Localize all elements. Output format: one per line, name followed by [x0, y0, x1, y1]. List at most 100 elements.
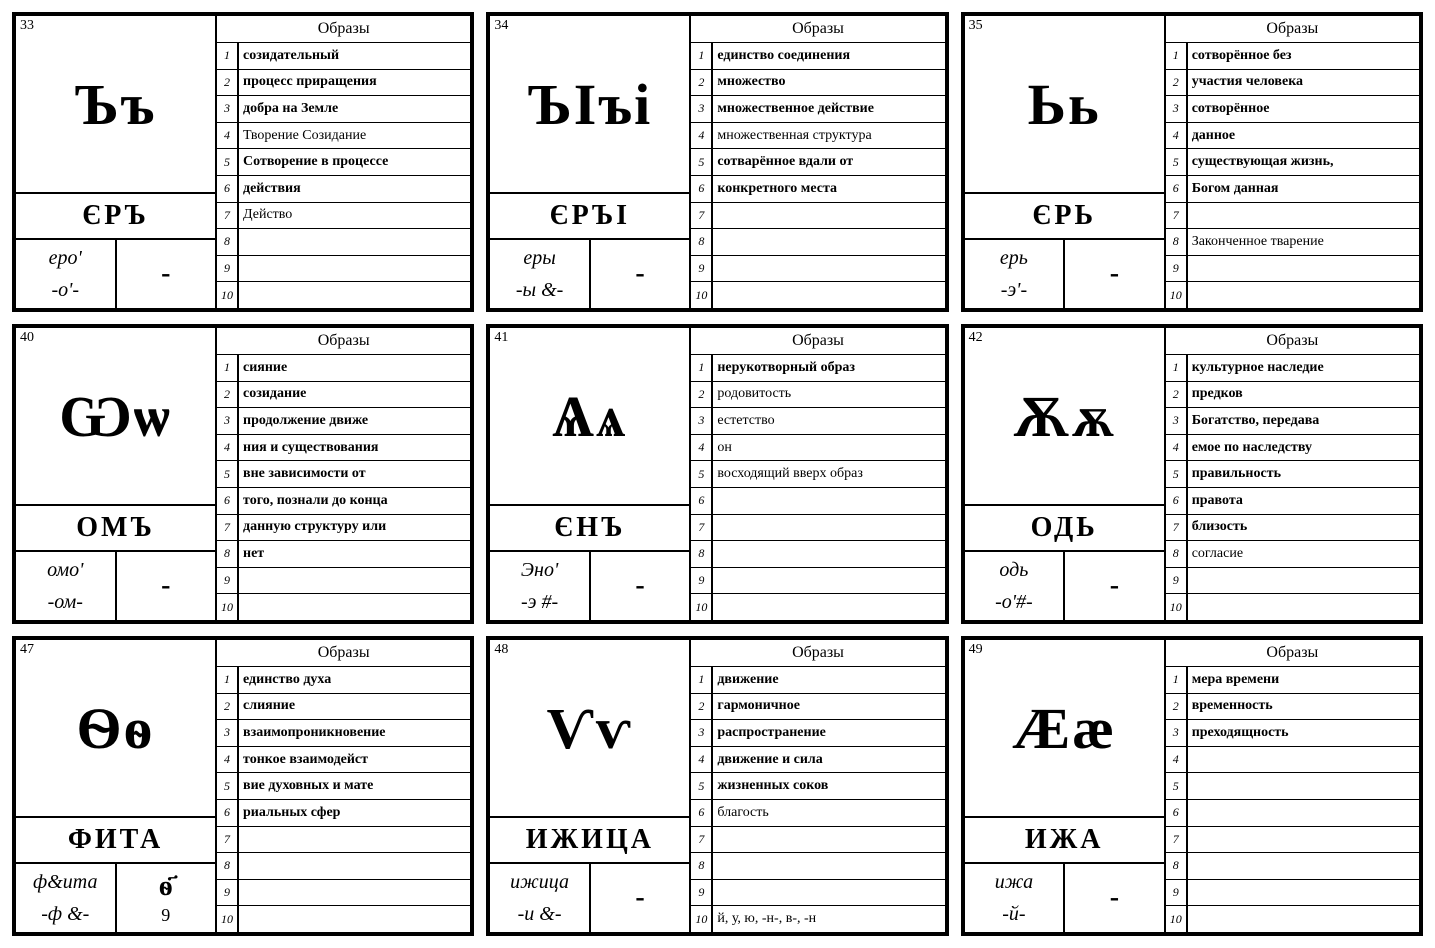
meaning-number: 7	[217, 827, 239, 853]
meaning-number: 4	[691, 747, 713, 773]
meanings-list: 1нерукотворный образ2родовитость3естетст…	[691, 355, 944, 620]
meaning-row: 3продолжение движе	[217, 408, 470, 435]
meaning-row: 10	[217, 282, 470, 308]
card-number: 47	[20, 642, 34, 658]
transliteration-1: ижица	[510, 871, 569, 894]
letter-card: 47ѲѳФИТАф&ита-ф &-ѳ҃9Образы1единство дух…	[12, 636, 474, 936]
meaning-row: 1созидательный	[217, 43, 470, 70]
numeral-value: -	[1110, 258, 1119, 290]
meaning-number: 9	[217, 880, 239, 906]
meaning-text: он	[713, 435, 944, 461]
meanings-list: 1движение2гармоничное3распространение4дв…	[691, 667, 944, 932]
meaning-number: 8	[217, 229, 239, 255]
meaning-row: 6Богом данная	[1166, 176, 1419, 203]
letter-glyph: Ѡѡ	[59, 383, 171, 450]
letter-name: ЄРЪ	[82, 200, 149, 232]
meaning-text: сотварённое вдали от	[713, 149, 944, 175]
meanings-list: 1сотворённое без2участия человека3сотвор…	[1166, 43, 1419, 308]
meaning-number: 9	[217, 568, 239, 594]
meaning-row: 10	[1166, 282, 1419, 308]
numeral-column: ѳ҃9	[117, 864, 216, 932]
numeral-value: -	[1110, 882, 1119, 914]
meaning-text: конкретного места	[713, 176, 944, 202]
meaning-row: 2временность	[1166, 694, 1419, 721]
meaning-number: 2	[217, 694, 239, 720]
meaning-number: 10	[691, 906, 713, 932]
meaning-text: риальных сфер	[239, 800, 470, 826]
glyph-box: Ѡѡ	[16, 328, 215, 506]
meaning-row: 4ния и существования	[217, 435, 470, 462]
meaning-row: 6правота	[1166, 488, 1419, 515]
meaning-text	[239, 256, 470, 282]
letter-name: ОДЬ	[1031, 512, 1098, 544]
meanings-column: Образы1мера времени2временность3преходящ…	[1166, 640, 1419, 932]
meaning-number: 1	[1166, 667, 1188, 693]
transliteration-2: -и &-	[518, 903, 562, 926]
meaning-number: 9	[691, 880, 713, 906]
meaning-text	[713, 515, 944, 541]
meaning-text	[713, 853, 944, 879]
meaning-number: 1	[1166, 355, 1188, 381]
meaning-number: 9	[1166, 568, 1188, 594]
meanings-header: Образы	[217, 16, 470, 43]
meaning-number: 4	[691, 123, 713, 149]
numeral-column: -	[117, 552, 216, 620]
meaning-text: сотворённое без	[1188, 43, 1419, 69]
numeral-value: -	[635, 570, 644, 602]
transliteration-2: -э #-	[521, 591, 558, 614]
meaning-text: продолжение движе	[239, 408, 470, 434]
card-number: 49	[969, 642, 983, 658]
meanings-column: Образы1единство духа2слияние3взаимопрони…	[217, 640, 470, 932]
meaning-text	[1188, 594, 1419, 620]
meaning-text	[713, 827, 944, 853]
transliteration-2: -о'-	[51, 279, 79, 302]
meaning-text	[239, 827, 470, 853]
card-bottom-row: еро'-о'--	[16, 240, 215, 308]
meaning-row: 8	[691, 853, 944, 880]
meaning-text: й, у, ю, -н-, в-, -н	[713, 906, 944, 932]
meaning-row: 9	[1166, 880, 1419, 907]
meaning-number: 8	[691, 853, 713, 879]
letter-glyph: Ъъ	[74, 71, 156, 138]
letter-name-row: ИЖИЦА	[490, 818, 689, 864]
meaning-number: 5	[1166, 773, 1188, 799]
letter-name-row: ЄРЬ	[965, 194, 1164, 240]
meaning-text: данное	[1188, 123, 1419, 149]
meaning-number: 6	[1166, 488, 1188, 514]
meaning-number: 1	[691, 355, 713, 381]
meaning-number: 7	[217, 203, 239, 229]
meaning-row: 10й, у, ю, -н-, в-, -н	[691, 906, 944, 932]
meaning-row: 5жизненных соков	[691, 773, 944, 800]
meanings-list: 1единство духа2слияние3взаимопроникновен…	[217, 667, 470, 932]
meaning-text: предков	[1188, 382, 1419, 408]
meaning-number: 3	[1166, 408, 1188, 434]
letter-glyph: Ѳѳ	[76, 695, 154, 762]
meaning-number: 3	[217, 408, 239, 434]
meaning-text	[1188, 568, 1419, 594]
glyph-box: Ьь	[965, 16, 1164, 194]
meaning-text	[239, 229, 470, 255]
meanings-column: Образы1сотворённое без2участия человека3…	[1166, 16, 1419, 308]
card-number: 34	[494, 18, 508, 34]
glyph-box: Ӕӕ	[965, 640, 1164, 818]
meaning-row: 2множество	[691, 70, 944, 97]
numeral-column: -	[1065, 240, 1164, 308]
meaning-row: 10	[1166, 906, 1419, 932]
meaning-text: распространение	[713, 720, 944, 746]
transliteration-2: -ом-	[48, 591, 83, 614]
meaning-row: 1мера времени	[1166, 667, 1419, 694]
meaning-row: 8	[691, 229, 944, 256]
meaning-text	[713, 880, 944, 906]
meanings-column: Образы1единство соединения2множество3мно…	[691, 16, 944, 308]
meaning-number: 2	[691, 694, 713, 720]
meaning-number: 3	[691, 96, 713, 122]
transliteration-1: ерь	[1000, 247, 1028, 270]
letter-name: ФИТА	[68, 824, 163, 856]
meaning-number: 2	[1166, 70, 1188, 96]
meaning-number: 5	[217, 149, 239, 175]
card-number: 33	[20, 18, 34, 34]
meaning-row: 9	[691, 568, 944, 595]
meanings-column: Образы1движение2гармоничное3распростране…	[691, 640, 944, 932]
numeral-value: -	[635, 882, 644, 914]
transliteration-1: Эно'	[521, 559, 558, 582]
